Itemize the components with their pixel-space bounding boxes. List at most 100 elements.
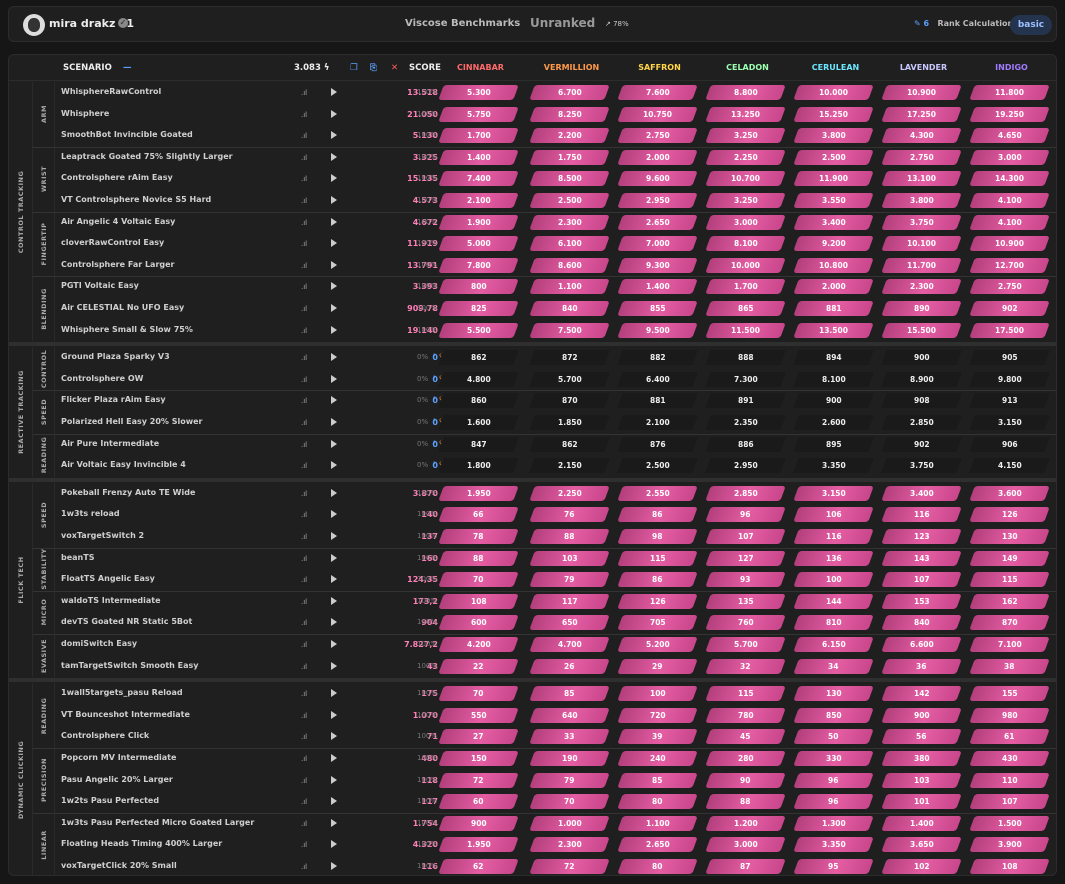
scenario-name[interactable]: VT Controlsphere Novice S5 Hard [61, 195, 212, 204]
table-row[interactable]: 1w3ts reload.ıl140100%667686961061161261… [55, 504, 1056, 525]
scenario-name[interactable]: Controlsphere Click [61, 731, 150, 741]
scenario-name[interactable]: tamTargetSwitch Smooth Easy [61, 660, 199, 670]
play-icon[interactable] [331, 862, 337, 870]
scenario-name[interactable]: Controlsphere rAim Easy [61, 173, 173, 183]
scenario-name[interactable]: 1w3ts Pasu Perfected Micro Goated Larger [61, 817, 255, 827]
rank-header-cinnabar[interactable]: CINNABAR [457, 63, 504, 72]
play-icon[interactable] [331, 553, 337, 562]
play-icon[interactable] [331, 775, 337, 784]
play-icon[interactable] [331, 152, 337, 161]
play-icon[interactable] [331, 661, 337, 670]
play-icon[interactable] [331, 88, 337, 96]
scenario-name[interactable]: Popcorn MV Intermediate [61, 753, 177, 762]
play-icon[interactable] [331, 710, 337, 719]
scenario-name[interactable]: Polarized Hell Easy 20% Slower [61, 417, 203, 426]
clipboard-icon[interactable]: ⎘ [370, 63, 377, 73]
play-icon[interactable] [331, 418, 337, 426]
table-row[interactable]: Controlsphere Far Larger .ıl 13.791 100% 7.8… [55, 255, 1056, 276]
scenario-name[interactable]: Controlsphere Far Larger [61, 259, 175, 269]
play-icon[interactable] [331, 304, 337, 312]
play-icon[interactable] [331, 640, 337, 648]
play-icon[interactable] [331, 488, 337, 497]
scenario-name[interactable]: Floating Heads Timing 400% Larger [61, 839, 223, 849]
scenario-name[interactable]: FloatTS Angelic Easy [61, 574, 155, 584]
table-row[interactable]: Leaptrack Goated 75% Slightly Larger .ıl 3… [55, 147, 1056, 168]
scenario-name[interactable]: 1w3ts reload [61, 509, 120, 519]
scenario-name[interactable]: waldoTS Intermediate [61, 595, 161, 605]
scenario-name[interactable]: Controlsphere OW [61, 373, 144, 383]
rank-header-vermillion[interactable]: VERMILLION [543, 63, 600, 72]
scenario-name[interactable]: PGTI Voltaic Easy [61, 281, 139, 291]
table-row[interactable]: voxTargetClick 20% Small .ıl 116 100% 62 72 80… [55, 856, 1056, 875]
scenario-name[interactable]: 1wall5targets_pasu Reload [61, 688, 183, 698]
scenario-name[interactable]: 1w2ts Pasu Perfected [61, 796, 160, 806]
play-icon[interactable] [331, 174, 337, 183]
scenario-name[interactable]: Air Voltaic Easy Invincible 4 [61, 460, 186, 470]
play-icon[interactable] [331, 396, 337, 405]
rank-calculation[interactable]: ✎ 6 Rank Calculation [914, 19, 1013, 28]
table-row[interactable]: Controlsphere Click .ıl 71 100% 27 33 39 45 50 56… [55, 726, 1056, 747]
play-icon[interactable] [331, 840, 337, 849]
play-icon[interactable] [331, 797, 337, 806]
table-row[interactable]: cloverRawControl Easy .ıl 11.919 100% 5.000 6… [55, 233, 1056, 254]
table-row[interactable]: FloatTS Angelic Easy .ıl 124,35 100% 70 79 86 9… [55, 569, 1056, 590]
table-row[interactable]: VT Bounceshot Intermediate .ıl 1.070 100% 55… [55, 705, 1056, 726]
table-row[interactable]: SmoothBot Invincible Goated .ıl 5.130 100% 1… [55, 125, 1056, 146]
play-icon[interactable] [331, 689, 337, 698]
scenario-name[interactable]: domiSwitch Easy [61, 639, 138, 648]
scenario-name[interactable]: Whisphere [61, 108, 110, 118]
play-icon[interactable] [331, 353, 337, 362]
avatar[interactable] [23, 14, 45, 36]
play-icon[interactable] [331, 374, 337, 383]
scenario-name[interactable]: Ground Plaza Sparky V3 [61, 352, 170, 362]
score-column-header[interactable]: SCORE [409, 63, 441, 73]
table-row[interactable]: VT Controlsphere Novice S5 Hard .ıl 4.573 1… [55, 190, 1056, 211]
scenario-name[interactable]: Flicker Plaza rAim Easy [61, 395, 166, 405]
play-icon[interactable] [331, 109, 337, 118]
table-row[interactable]: Pasu Angelic 20% Larger .ıl 118 100% 72 79 85 9… [55, 770, 1056, 791]
play-icon[interactable] [331, 461, 337, 470]
play-icon[interactable] [331, 596, 337, 605]
table-row[interactable]: Air Angelic 4 Voltaic Easy .ıl 4.672 100% 1.… [55, 212, 1056, 233]
rank-header-celadon[interactable]: CELADON [726, 63, 769, 72]
benchmark-title[interactable]: Viscose Benchmarks [405, 18, 521, 29]
mode-toggle-button[interactable]: basic [1010, 15, 1052, 35]
table-row[interactable]: Popcorn MV Intermediate .ıl 480 100% 150 190 2… [55, 748, 1056, 769]
table-row[interactable]: WhisphereRawControl .ıl 13.518 100% 5.300 6.7… [55, 82, 1056, 103]
scenario-name[interactable]: Whisphere Small & Slow 75% [61, 324, 193, 334]
play-icon[interactable] [331, 196, 337, 204]
play-icon[interactable] [331, 754, 337, 762]
scenario-name[interactable]: SmoothBot Invincible Goated [61, 130, 193, 140]
table-row[interactable]: Whisphere Small & Slow 75% .ıl 19.140 100% 5… [55, 320, 1056, 341]
table-row[interactable]: devTS Goated NR Static 5Bot .ıl 904 100% 600… [55, 612, 1056, 633]
play-icon[interactable] [331, 575, 337, 584]
rank-header-saffron[interactable]: SAFFRON [638, 63, 681, 72]
table-row[interactable]: Whisphere .ıl 21.050 100% 5.750 8.250 10.750 13… [55, 104, 1056, 125]
table-row[interactable]: Floating Heads Timing 400% Larger .ıl 4.32… [55, 834, 1056, 855]
scenario-column-header[interactable]: SCENARIO [63, 63, 112, 73]
play-icon[interactable] [331, 618, 337, 627]
play-icon[interactable] [331, 282, 337, 291]
scenario-name[interactable]: Air CELESTIAL No UFO Easy [61, 303, 185, 312]
play-icon[interactable] [331, 532, 337, 540]
table-row[interactable]: voxTargetSwitch 2 .ıl 137 100% 78 88 98 107 116 1… [55, 526, 1056, 547]
scenario-name[interactable]: VT Bounceshot Intermediate [61, 709, 190, 719]
play-icon[interactable] [331, 239, 337, 248]
rank-header-cerulean[interactable]: CERULEAN [811, 63, 860, 72]
scenario-name[interactable]: voxTargetClick 20% Small [61, 861, 177, 870]
table-row[interactable]: tamTargetSwitch Smooth Easy .ıl 43 100% 22 26… [55, 656, 1056, 677]
play-icon[interactable] [331, 260, 337, 269]
scenario-name[interactable]: WhisphereRawControl [61, 87, 162, 96]
table-row[interactable]: Controlsphere rAim Easy .ıl 15.135 100% 7.40… [55, 168, 1056, 189]
play-icon[interactable] [331, 217, 337, 226]
scenario-name[interactable]: Pokeball Frenzy Auto TE Wide [61, 487, 196, 497]
play-icon[interactable] [331, 439, 337, 448]
copy-icon[interactable]: ❐ [350, 63, 358, 73]
play-icon[interactable] [331, 510, 337, 519]
scenario-name[interactable]: devTS Goated NR Static 5Bot [61, 617, 193, 627]
